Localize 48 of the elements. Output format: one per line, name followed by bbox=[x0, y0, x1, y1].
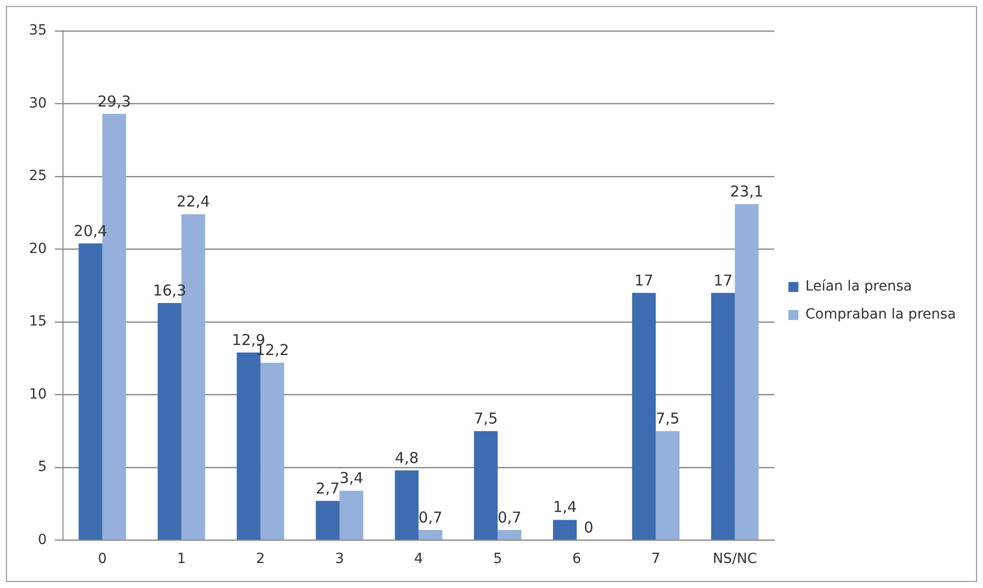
data-label: 2,7 bbox=[316, 479, 340, 498]
y-tick-label: 20 bbox=[28, 240, 47, 257]
bar bbox=[498, 530, 522, 540]
data-label: 22,4 bbox=[176, 192, 210, 211]
data-label: 7,5 bbox=[656, 409, 680, 428]
legend-label: Compraban la prensa bbox=[805, 306, 956, 323]
y-tick-label: 10 bbox=[28, 386, 47, 402]
bar bbox=[553, 520, 577, 540]
x-tick-label: 7 bbox=[651, 551, 660, 568]
bar bbox=[734, 204, 759, 540]
bar bbox=[158, 303, 182, 540]
data-label: 0,7 bbox=[418, 508, 442, 526]
data-label: 16,3 bbox=[152, 281, 186, 300]
data-label: 3,4 bbox=[339, 469, 364, 488]
x-tick-label: 5 bbox=[493, 551, 502, 568]
data-label: 7,5 bbox=[474, 409, 498, 428]
legend-label: Leían la prensa bbox=[805, 278, 912, 295]
bar bbox=[260, 362, 284, 540]
data-label: 4,8 bbox=[394, 448, 419, 467]
bar bbox=[632, 292, 656, 540]
bar bbox=[78, 243, 102, 540]
data-label: 23,1 bbox=[730, 182, 764, 201]
bar bbox=[316, 500, 340, 540]
bar bbox=[340, 490, 364, 540]
x-tick-label: 1 bbox=[176, 551, 186, 568]
bar bbox=[474, 431, 498, 540]
bar bbox=[418, 530, 442, 540]
data-label: 0,7 bbox=[498, 508, 522, 526]
y-tick-label: 35 bbox=[28, 22, 47, 39]
bar bbox=[711, 292, 735, 540]
x-tick-label: 6 bbox=[572, 551, 582, 568]
data-label: 17 bbox=[713, 271, 733, 290]
data-label: 0 bbox=[584, 518, 594, 537]
y-tick-label: 15 bbox=[28, 314, 47, 330]
data-label: 1,4 bbox=[552, 498, 577, 516]
bar bbox=[394, 470, 419, 540]
y-tick-label: 30 bbox=[28, 95, 47, 112]
x-tick-label: NS/NC bbox=[712, 551, 758, 568]
x-tick-label: 3 bbox=[335, 551, 344, 568]
data-label: 17 bbox=[634, 271, 654, 290]
y-tick-label: 5 bbox=[38, 459, 47, 476]
data-label: 20,4 bbox=[74, 222, 108, 240]
x-tick-label: 0 bbox=[98, 551, 107, 568]
x-tick-label: 2 bbox=[256, 551, 265, 568]
bar bbox=[656, 431, 680, 540]
y-tick-label: 25 bbox=[28, 168, 47, 184]
y-tick-label: 0 bbox=[38, 532, 47, 548]
x-tick-label: 4 bbox=[414, 551, 424, 568]
